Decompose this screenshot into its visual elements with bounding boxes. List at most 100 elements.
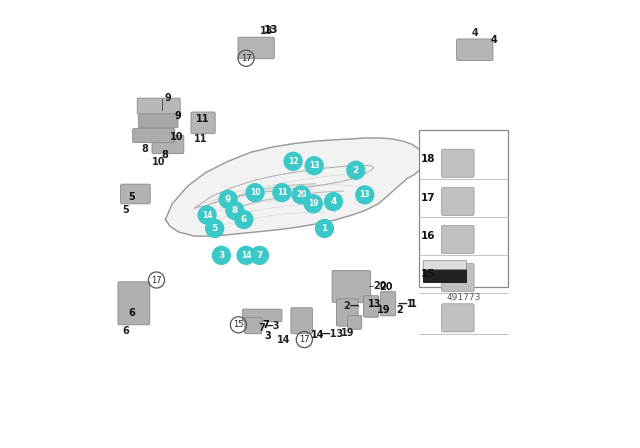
FancyBboxPatch shape: [442, 263, 474, 292]
Circle shape: [250, 246, 269, 264]
Circle shape: [316, 220, 333, 237]
Text: 6: 6: [129, 308, 136, 318]
Text: 13: 13: [259, 26, 273, 36]
Text: 14: 14: [241, 251, 252, 260]
Text: 4: 4: [471, 28, 478, 38]
FancyBboxPatch shape: [423, 269, 466, 282]
Text: 9: 9: [174, 112, 181, 121]
FancyBboxPatch shape: [364, 296, 379, 317]
Text: 8: 8: [142, 144, 148, 154]
Circle shape: [356, 186, 374, 204]
Text: 13: 13: [360, 190, 370, 199]
Text: 19: 19: [378, 305, 391, 315]
Text: 10: 10: [250, 188, 260, 197]
Text: 11: 11: [194, 134, 207, 144]
FancyBboxPatch shape: [419, 130, 508, 287]
Circle shape: [206, 220, 224, 237]
Circle shape: [292, 186, 310, 204]
Text: 11: 11: [195, 114, 209, 124]
Circle shape: [226, 202, 244, 220]
FancyBboxPatch shape: [348, 315, 362, 329]
FancyBboxPatch shape: [423, 260, 466, 269]
Text: 491773: 491773: [446, 293, 481, 302]
Text: 10: 10: [170, 132, 184, 142]
Text: 20: 20: [379, 282, 392, 292]
Text: 14: 14: [277, 335, 291, 345]
FancyBboxPatch shape: [191, 112, 215, 134]
Text: 5: 5: [212, 224, 218, 233]
Text: 9: 9: [164, 93, 171, 103]
Text: 10: 10: [152, 157, 166, 167]
FancyBboxPatch shape: [442, 304, 474, 332]
Circle shape: [212, 246, 230, 264]
Text: 1: 1: [410, 299, 417, 309]
Text: 17: 17: [299, 335, 310, 344]
Text: 19: 19: [308, 199, 319, 208]
FancyBboxPatch shape: [137, 98, 180, 114]
Polygon shape: [165, 138, 425, 236]
FancyBboxPatch shape: [380, 292, 396, 316]
Text: 2: 2: [396, 305, 403, 315]
FancyBboxPatch shape: [139, 114, 178, 128]
Text: 3: 3: [218, 251, 225, 260]
FancyBboxPatch shape: [238, 37, 275, 59]
Circle shape: [237, 246, 255, 264]
Text: 18: 18: [421, 155, 436, 164]
FancyBboxPatch shape: [332, 271, 371, 302]
FancyBboxPatch shape: [337, 299, 358, 326]
Circle shape: [284, 152, 302, 170]
Text: 15: 15: [233, 320, 244, 329]
FancyBboxPatch shape: [118, 282, 150, 325]
Circle shape: [235, 211, 253, 228]
Text: 8: 8: [232, 206, 238, 215]
Text: 9: 9: [225, 195, 231, 204]
Circle shape: [305, 157, 323, 175]
Text: 4: 4: [330, 197, 337, 206]
Text: 11: 11: [276, 188, 287, 197]
Text: 20: 20: [296, 190, 307, 199]
Text: 19: 19: [340, 328, 354, 338]
Circle shape: [246, 184, 264, 202]
Text: 14: 14: [311, 330, 324, 340]
Text: 5: 5: [129, 192, 136, 202]
Text: 8: 8: [161, 151, 168, 160]
Text: 12: 12: [288, 157, 298, 166]
Circle shape: [219, 190, 237, 208]
Text: 17: 17: [151, 276, 162, 284]
Circle shape: [305, 195, 323, 213]
Text: 13: 13: [309, 161, 319, 170]
FancyBboxPatch shape: [291, 308, 312, 334]
Text: —13: —13: [321, 329, 344, 339]
Text: 6: 6: [122, 326, 129, 336]
Text: 17: 17: [241, 54, 252, 63]
Text: 5: 5: [122, 205, 129, 215]
Text: 13: 13: [369, 299, 382, 309]
Text: 1: 1: [321, 224, 328, 233]
Text: 4: 4: [490, 35, 497, 45]
Text: 2—: 2—: [343, 302, 360, 311]
Text: 7: 7: [262, 320, 269, 330]
Circle shape: [198, 206, 216, 224]
FancyBboxPatch shape: [121, 184, 150, 204]
Text: 3: 3: [264, 331, 271, 341]
FancyBboxPatch shape: [243, 309, 282, 322]
Circle shape: [324, 193, 342, 211]
FancyBboxPatch shape: [442, 225, 474, 254]
Text: 16: 16: [421, 231, 436, 241]
Text: 20: 20: [373, 281, 387, 291]
Text: 15: 15: [421, 269, 436, 279]
Text: 7: 7: [257, 251, 262, 260]
FancyBboxPatch shape: [442, 149, 474, 177]
Text: 14: 14: [202, 211, 212, 220]
Text: —1: —1: [397, 299, 413, 309]
Circle shape: [273, 184, 291, 202]
Text: 7: 7: [259, 323, 265, 333]
FancyBboxPatch shape: [442, 187, 474, 215]
Text: 13: 13: [264, 25, 278, 35]
Text: —3: —3: [263, 321, 280, 331]
Text: 6: 6: [241, 215, 247, 224]
FancyBboxPatch shape: [244, 318, 262, 334]
Text: 17: 17: [421, 193, 436, 202]
FancyBboxPatch shape: [132, 129, 175, 142]
FancyBboxPatch shape: [152, 135, 184, 154]
